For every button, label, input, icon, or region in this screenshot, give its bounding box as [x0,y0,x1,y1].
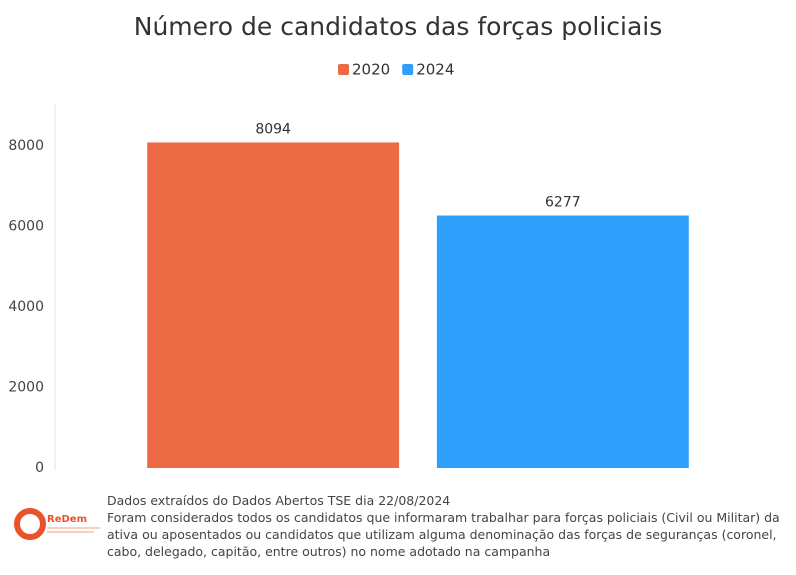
y-tick-label: 4000 [8,299,44,315]
bar [147,142,400,468]
footer: Dados extraídos do Dados Abertos TSE dia… [107,492,787,560]
legend-swatch [402,64,414,75]
logo: ReDem [14,508,100,540]
note: Foram considerados todos os candidatos q… [107,510,780,559]
logo-text: ReDem [47,514,87,525]
value-label: 8094 [255,121,291,137]
source: Dados extraídos do Dados Abertos TSE dia… [107,493,451,508]
legend: 2020 2024 [338,61,454,79]
bar [436,215,689,468]
y-tick-label: 0 [35,460,44,476]
legend-swatch [338,64,349,75]
chart-title: Número de candidatos das forças policiai… [134,12,663,41]
chart: Número de candidatos das forças policiai… [8,12,689,476]
y-tick-label: 2000 [8,380,44,396]
logo-icon-cut [26,516,36,532]
legend-label: 2024 [416,61,454,79]
legend-label: 2020 [352,61,390,79]
value-label: 6277 [545,195,581,211]
y-tick-label: 6000 [8,219,44,235]
logo-icon [14,508,46,540]
y-tick-label: 8000 [8,138,44,154]
